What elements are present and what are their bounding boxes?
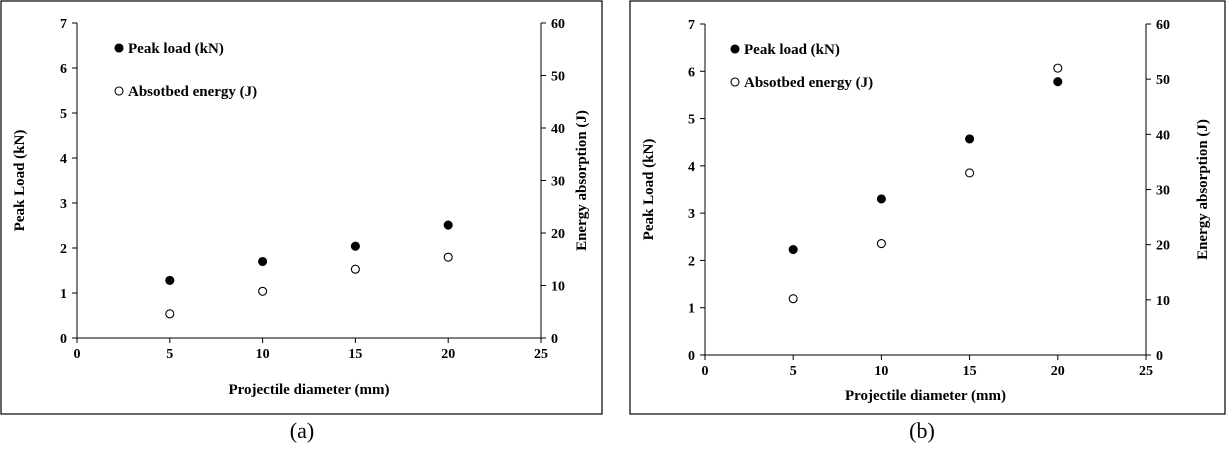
x-tick-label: 0 (74, 347, 81, 362)
y2-tick-label: 0 (551, 332, 558, 347)
y-axis-title: Peak Load (kN) (641, 139, 657, 241)
legend-marker-absorbed-energy (114, 86, 124, 96)
y-tick-label: 6 (688, 65, 695, 80)
absorbed-energy-point (965, 168, 975, 178)
y2-tick-label: 20 (551, 227, 565, 242)
legend-marker-peak-load (114, 43, 124, 53)
y2-tick-label: 30 (1156, 184, 1170, 199)
peak-load-point (965, 134, 975, 144)
y2-tick-label: 10 (551, 280, 565, 295)
y2-tick-label: 60 (551, 17, 565, 32)
x-tick-label: 10 (256, 347, 270, 362)
y2-tick-label: 60 (1156, 18, 1170, 33)
chart-frame (629, 0, 1226, 415)
x-tick-label: 5 (166, 347, 173, 362)
y-axis-title: Peak Load (kN) (12, 130, 28, 232)
x-tick-label: 20 (441, 347, 455, 362)
y-tick-label: 7 (688, 18, 695, 33)
y-tick-label: 0 (688, 349, 695, 364)
x-tick-label: 25 (534, 347, 548, 362)
x-tick-label: 5 (790, 364, 797, 379)
absorbed-energy-point (258, 286, 268, 296)
y-tick-label: 2 (688, 254, 695, 269)
caption-a: (a) (289, 418, 315, 443)
y2-tick-label: 10 (1156, 294, 1170, 309)
y-tick-label: 6 (60, 62, 67, 77)
y-tick-label: 1 (688, 302, 695, 317)
legend-label-absorbed-energy: Absotbed energy (J) (128, 84, 257, 100)
chart-b-svg: 0 5 10 15 20 25012345670102030405060Projectil… (629, 0, 1226, 415)
y2-axis-title: Energy absorption (J) (1195, 119, 1211, 260)
y2-tick-label: 30 (551, 175, 565, 190)
chart-panel-b: 0 5 10 15 20 25 0 1 2 3 4 5 6 7 0 10 20 30 40 50 60 Projectil… (629, 0, 1226, 415)
chart-panel-a: 0 5 10 15 20 25 0 1 2 3 4 5 6 7 0 10 20 30 40 50 60 Projectil… (0, 0, 603, 415)
x-tick-label: 0 (702, 364, 709, 379)
x-tick-label: 10 (874, 364, 888, 379)
y2-tick-label: 50 (1156, 73, 1170, 88)
legend-label-peak-load: Peak load (kN) (744, 42, 840, 58)
caption-b: (b) (909, 418, 935, 443)
y-tick-label: 2 (60, 242, 67, 257)
legend-label-peak-load: Peak load (kN) (128, 41, 224, 57)
y2-tick-label: 0 (1156, 349, 1163, 364)
peak-load-point (350, 241, 360, 251)
y2-tick-label: 40 (1156, 128, 1170, 143)
peak-load-point (165, 275, 175, 285)
x-axis-title: Projectile diameter (mm) (845, 388, 1006, 404)
peak-load-point (788, 245, 798, 255)
y-tick-label: 3 (688, 207, 695, 222)
x-tick-label: 15 (963, 364, 977, 379)
chart-frame (0, 0, 603, 415)
peak-load-point (443, 220, 453, 230)
absorbed-energy-point (443, 252, 453, 262)
absorbed-energy-point (876, 239, 886, 249)
absorbed-energy-point (1053, 63, 1063, 73)
x-tick-label: 20 (1051, 364, 1065, 379)
y-tick-label: 5 (60, 107, 67, 122)
legend-marker-peak-load (730, 44, 740, 54)
y2-tick-label: 40 (551, 122, 565, 137)
x-tick-label: 25 (1139, 364, 1153, 379)
y-tick-label: 5 (688, 113, 695, 128)
absorbed-energy-point (165, 309, 175, 319)
y2-tick-label: 20 (1156, 239, 1170, 254)
legend-marker-absorbed-energy (730, 77, 740, 87)
x-tick-label: 15 (348, 347, 362, 362)
chart-a-svg: 0 5 10 15 20 25012345670102030405060Projectil… (0, 0, 603, 415)
legend-label-absorbed-energy: Absotbed energy (J) (744, 75, 873, 91)
y-tick-label: 7 (60, 17, 67, 32)
peak-load-point (876, 194, 886, 204)
peak-load-point (1053, 77, 1063, 87)
y-tick-label: 3 (60, 197, 67, 212)
y2-tick-label: 50 (551, 70, 565, 85)
y-tick-label: 0 (60, 332, 67, 347)
absorbed-energy-point (788, 294, 798, 304)
y-tick-label: 4 (688, 160, 695, 175)
y-tick-label: 1 (60, 287, 67, 302)
peak-load-point (258, 256, 268, 267)
absorbed-energy-point (350, 264, 360, 274)
y2-axis-title: Energy absorption (J) (574, 110, 590, 251)
x-axis-title: Projectile diameter (mm) (228, 382, 389, 398)
y-tick-label: 4 (60, 152, 67, 167)
